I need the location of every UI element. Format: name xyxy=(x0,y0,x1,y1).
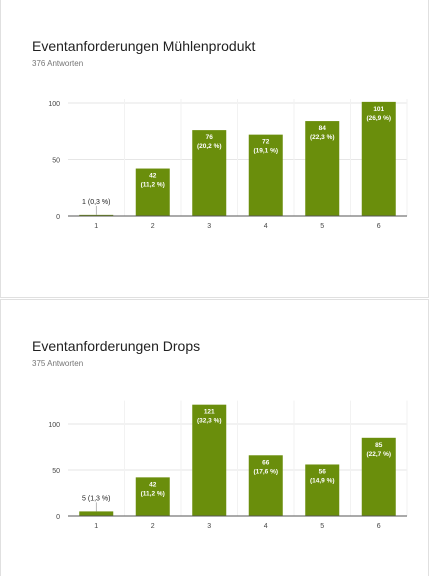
y-tick-label: 0 xyxy=(56,514,60,521)
bar-percent-label: (22,3 %) xyxy=(310,134,335,141)
bar-value-label: 42 xyxy=(149,481,157,488)
response-count: 376 Antworten xyxy=(32,59,84,68)
question-card-drops: Eventanforderungen Drops 375 Antworten 0… xyxy=(0,299,429,576)
bar-value-label: 1 (0,3 %) xyxy=(82,199,110,206)
x-tick-label: 6 xyxy=(377,523,381,530)
bar-percent-label: (26,9 %) xyxy=(366,115,391,122)
x-tick-label: 2 xyxy=(151,523,155,530)
bar xyxy=(192,130,227,216)
question-card-muehlenprodukt: Eventanforderungen Mühlenprodukt 376 Ant… xyxy=(0,0,429,298)
bar-percent-label: (32,3 %) xyxy=(197,418,222,425)
y-tick-label: 50 xyxy=(52,468,60,475)
y-tick-label: 100 xyxy=(48,101,60,108)
y-tick-label: 100 xyxy=(48,422,60,429)
question-title: Eventanforderungen Drops xyxy=(32,338,201,354)
y-tick-label: 0 xyxy=(56,214,60,221)
bar-percent-label: (22,7 %) xyxy=(366,451,391,458)
bar-value-label: 121 xyxy=(204,409,215,416)
bar xyxy=(192,404,227,516)
bar xyxy=(305,121,340,216)
bar-chart-drops: 0 50 100 5 (1,3 %) 1 42 (11,2 %) 2 121 (32,3 %) 3 6… xyxy=(48,400,408,530)
x-tick-label: 4 xyxy=(264,523,268,530)
bar-percent-label: (11,2 %) xyxy=(141,490,165,497)
bar-percent-label: (19,1 %) xyxy=(253,148,278,155)
bar xyxy=(305,464,340,516)
bar xyxy=(135,168,170,216)
x-tick-label: 3 xyxy=(207,523,211,530)
bar xyxy=(135,477,170,516)
response-count: 375 Antworten xyxy=(32,359,84,368)
x-tick-label: 5 xyxy=(320,523,324,530)
x-tick-label: 3 xyxy=(207,223,211,230)
x-tick-label: 1 xyxy=(94,523,98,530)
bar-value-label: 42 xyxy=(149,173,157,180)
bar-value-label: 84 xyxy=(319,125,327,132)
bar xyxy=(248,455,283,516)
bar xyxy=(248,134,283,216)
bar-percent-label: (20,2 %) xyxy=(197,143,222,150)
bar-value-label: 56 xyxy=(319,468,327,475)
x-tick-label: 1 xyxy=(94,223,98,230)
bar xyxy=(79,214,114,216)
x-tick-label: 5 xyxy=(320,223,324,230)
bar xyxy=(361,437,396,516)
bar xyxy=(361,101,396,216)
bar-value-label: 101 xyxy=(373,106,384,113)
bar-percent-label: (14,9 %) xyxy=(310,477,335,484)
bar-value-label: 85 xyxy=(375,442,383,449)
x-tick-label: 4 xyxy=(264,223,268,230)
bar-percent-label: (11,2 %) xyxy=(141,182,165,189)
question-title: Eventanforderungen Mühlenprodukt xyxy=(32,38,256,54)
bar-percent-label: (17,6 %) xyxy=(253,468,278,475)
x-tick-label: 6 xyxy=(377,223,381,230)
x-tick-label: 2 xyxy=(151,223,155,230)
bar-value-label: 66 xyxy=(262,459,270,466)
bar-chart-muehlenprodukt: 0 50 100 1 (0,3 %) 1 42 (11,2 %) 2 76 (20,2 %) 3 72… xyxy=(48,99,408,230)
bar-value-label: 76 xyxy=(206,134,214,141)
bar-value-label: 5 (1,3 %) xyxy=(82,495,110,502)
y-tick-label: 50 xyxy=(52,158,60,165)
bar-value-label: 72 xyxy=(262,139,270,146)
bar xyxy=(79,511,114,516)
